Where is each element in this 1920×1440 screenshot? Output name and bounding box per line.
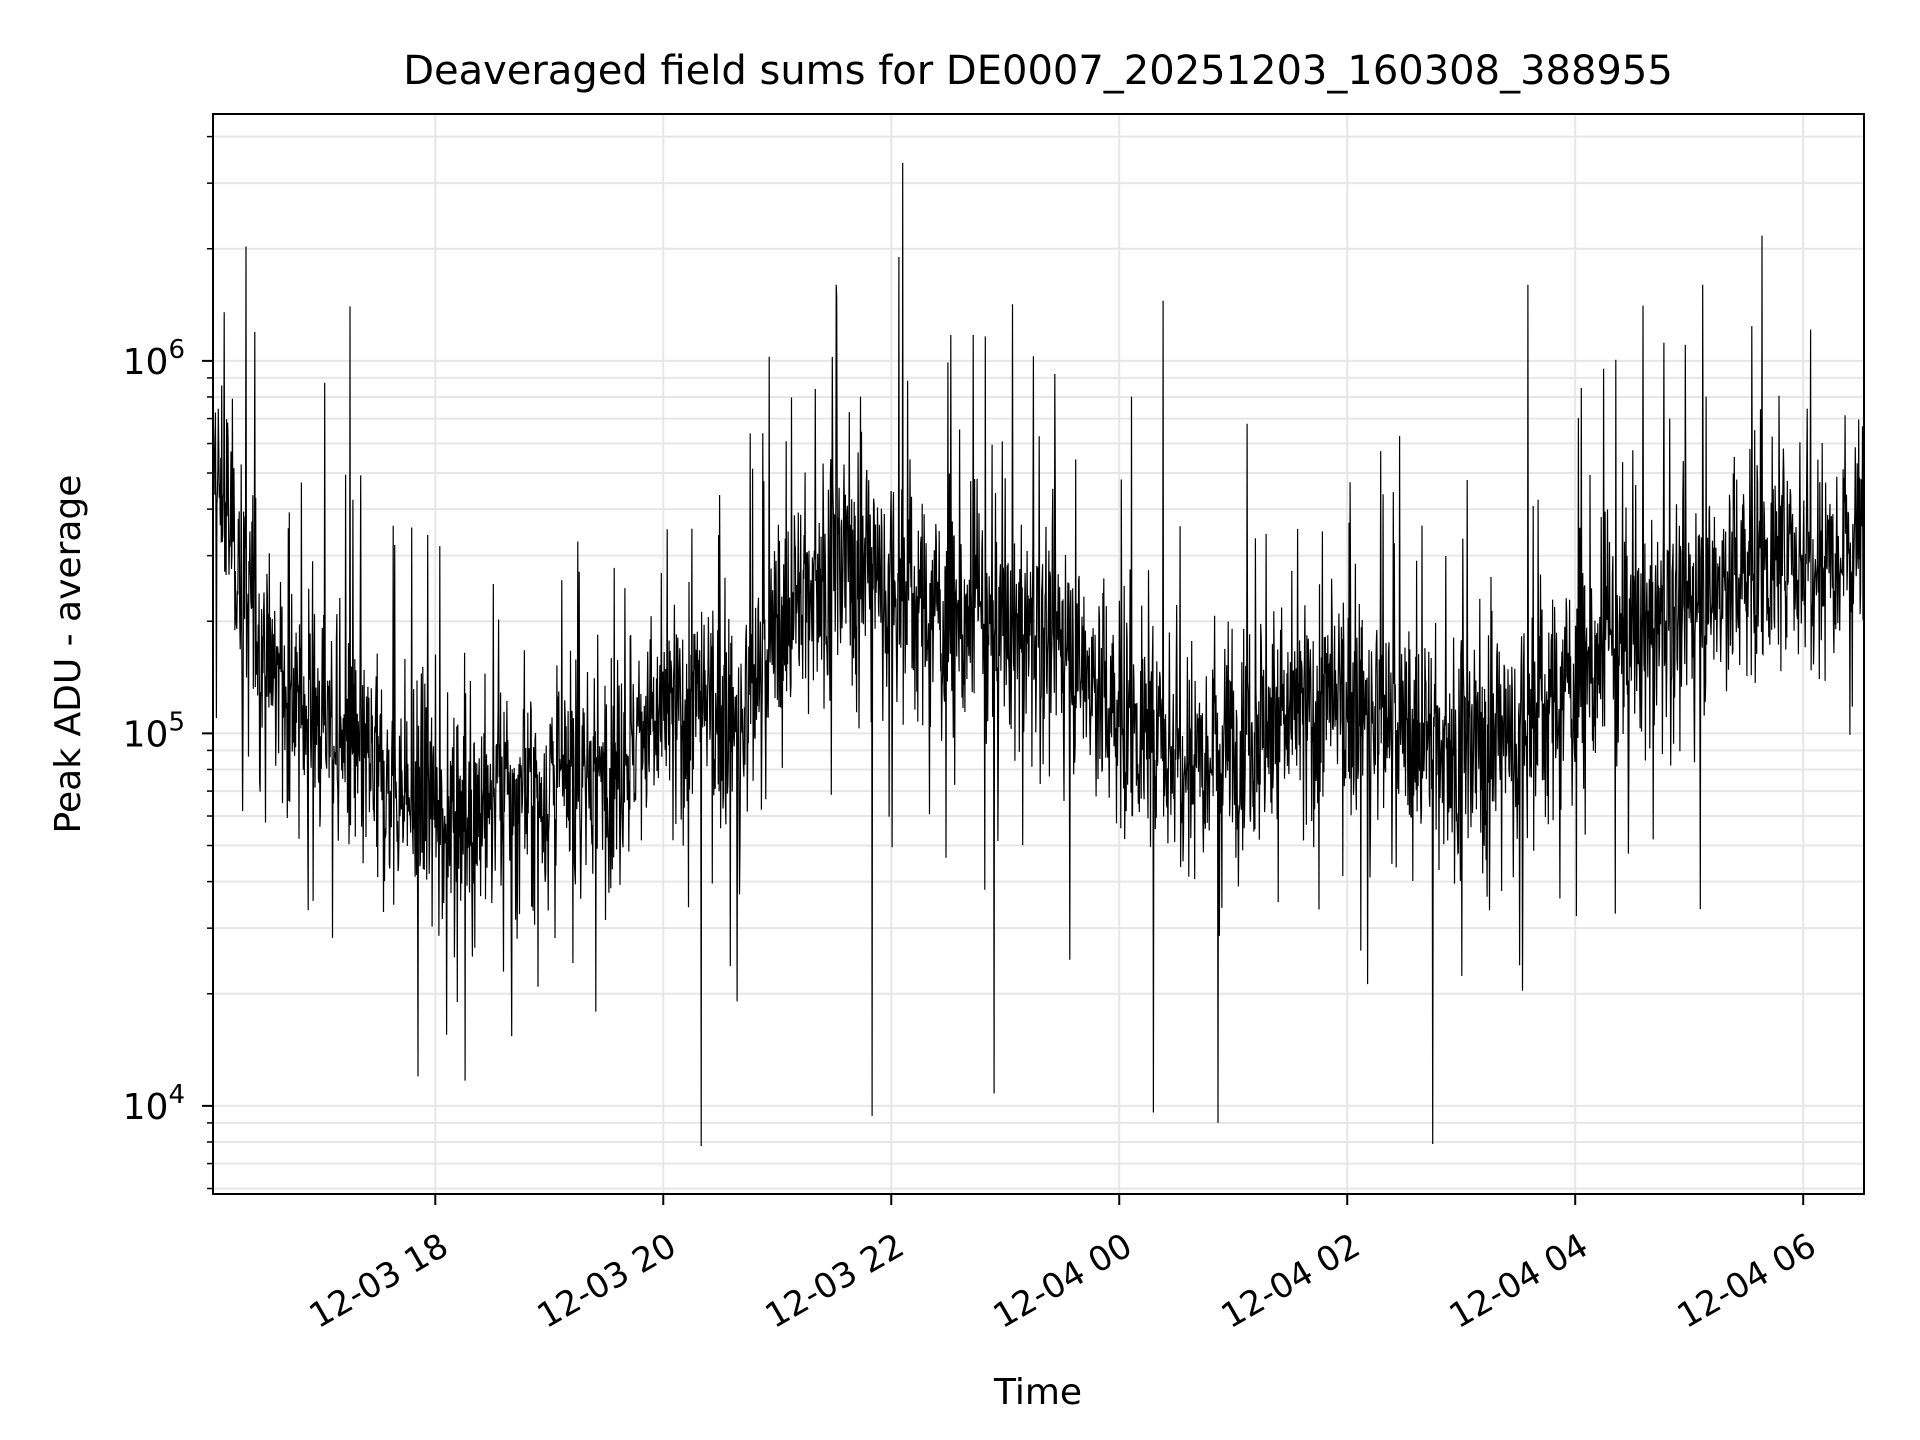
- x-axis-label: Time: [993, 1372, 1082, 1413]
- chart-title: Deaveraged field sums for DE0007_2025120…: [403, 48, 1673, 94]
- y-tick-label: 105: [123, 707, 185, 755]
- y-tick-label: 106: [123, 335, 185, 383]
- plot-frame: [212, 113, 1865, 1195]
- y-tick-label: 104: [123, 1080, 185, 1128]
- data-layer: [212, 162, 1865, 1147]
- y-axis-label: Peak ADU - average: [48, 475, 89, 834]
- series-line: [212, 162, 1865, 1147]
